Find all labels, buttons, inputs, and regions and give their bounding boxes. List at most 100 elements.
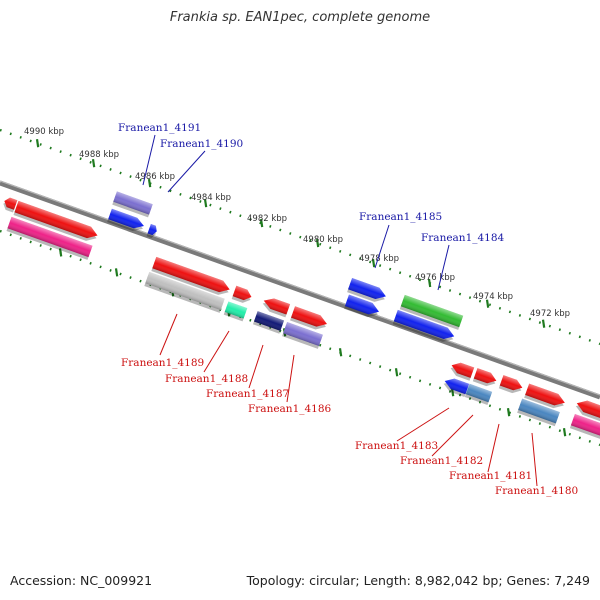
feature-4183-shade: [444, 378, 470, 395]
gene-label-4183[interactable]: Franean1_4183: [355, 440, 438, 452]
lower-scale-track-major-tick: [338, 348, 343, 357]
feature-4187[interactable]: [252, 311, 285, 334]
map-title: Frankia sp. EAN1pec, complete genome: [169, 10, 431, 25]
feature-blue-2[interactable]: [343, 294, 381, 321]
upper-scale-track-major-tick: [485, 299, 490, 308]
feature-pink-2-shade: [570, 413, 600, 437]
lower-scale-track-major-tick: [506, 408, 511, 417]
feature-4185[interactable]: [347, 277, 388, 305]
feature-red-8[interactable]: [498, 375, 524, 396]
lower-gene-labels: Franean1_4189 Franean1_4188 Franean1_418…: [121, 357, 578, 497]
gene-label-4184[interactable]: Franean1_4184: [421, 232, 505, 244]
tick-label-4974: 4974 kbp: [473, 292, 513, 302]
feature-red-6-shade: [451, 362, 475, 378]
feature-pink-1-shade: [7, 216, 93, 258]
upper-scale-track-major-tick: [259, 218, 264, 228]
feature-4180-shade: [518, 398, 560, 424]
feature-blue-2-shade: [344, 294, 380, 315]
feature-red-5[interactable]: [290, 306, 329, 332]
upper-scale-track-major-tick: [371, 258, 376, 268]
feature-red-1[interactable]: [13, 200, 99, 244]
gene-label-4190[interactable]: Franean1_4190: [160, 138, 243, 150]
feature-4187-shade: [253, 311, 285, 331]
feature-4184[interactable]: [399, 294, 464, 330]
feature-red-4-shade: [263, 298, 291, 315]
tick-label-4990: 4990 kbp: [24, 127, 64, 137]
gene-label-4188[interactable]: Franean1_4188: [165, 373, 248, 385]
gene-label-4181[interactable]: Franean1_4181: [449, 470, 532, 482]
feature-red-3[interactable]: [231, 285, 254, 305]
feature-pink-1[interactable]: [6, 216, 93, 260]
feature-blue-4190a-shade: [108, 208, 144, 229]
feature-4185-shade: [348, 277, 386, 300]
gene-label-4182[interactable]: Franean1_4182: [400, 455, 483, 467]
feature-4189[interactable]: [144, 271, 225, 313]
tick-label-4980: 4980 kbp: [303, 235, 343, 245]
genome-backbone-highlight: [0, 180, 600, 396]
feature-4181-red-shade: [525, 383, 565, 406]
tick-label-4984: 4984 kbp: [191, 193, 231, 203]
feature-4188[interactable]: [223, 301, 248, 322]
upper-scale-track: [0, 128, 600, 346]
feature-red-5-shade: [291, 306, 327, 327]
gene-label-4186[interactable]: Franean1_4186: [248, 403, 332, 415]
feature-pink-2[interactable]: [569, 413, 600, 439]
lower-callout-lines: [159, 313, 538, 487]
gene-label-4189[interactable]: Franean1_4189: [121, 357, 204, 369]
upper-callout-lines: [142, 134, 450, 291]
feature-4181-red[interactable]: [524, 383, 567, 412]
feature-4186-shade: [283, 321, 323, 347]
feature-4191[interactable]: [112, 191, 153, 218]
gene-features: [2, 191, 600, 439]
feature-4186[interactable]: [282, 321, 323, 349]
tick-label-4978: 4978 kbp: [359, 254, 399, 264]
feature-red-2-shade: [152, 256, 230, 293]
feature-blue-4190a[interactable]: [107, 208, 146, 234]
gene-label-4185[interactable]: Franean1_4185: [359, 211, 442, 223]
feature-red-4[interactable]: [261, 295, 291, 318]
kbp-tick-labels: 4990 kbp 4988 kbp 4986 kbp 4984 kbp 4982…: [24, 127, 570, 319]
genome-backbone: [0, 180, 600, 400]
feature-red-6[interactable]: [449, 360, 475, 381]
tick-label-4972: 4972 kbp: [530, 309, 570, 319]
feature-red-9[interactable]: [574, 398, 600, 422]
upper-scale-track-major-tick: [203, 198, 208, 208]
feature-4180[interactable]: [517, 398, 560, 427]
feature-4182-shade: [465, 383, 493, 403]
lower-scale-track-major-tick: [58, 248, 63, 257]
tick-label-4986: 4986 kbp: [135, 172, 175, 182]
feature-blue-3[interactable]: [392, 309, 456, 345]
accession-text: Accession: NC_009921: [10, 573, 153, 588]
feature-red-8-shade: [499, 375, 523, 391]
upper-scale-track-major-tick: [147, 178, 152, 188]
gene-label-4187[interactable]: Franean1_4187: [206, 388, 289, 400]
feature-blue-4190b[interactable]: [146, 223, 159, 239]
feature-red-small-left-shade: [4, 197, 18, 210]
feature-red-9-shade: [576, 400, 600, 419]
feature-4184-shade: [400, 294, 464, 328]
feature-blue-4190b-shade: [147, 223, 157, 236]
feature-4191-shade: [113, 191, 153, 215]
lower-scale-track-major-tick: [450, 388, 455, 397]
feature-4189-shade: [145, 271, 225, 311]
feature-red-7[interactable]: [472, 368, 498, 389]
upper-scale-track-major-tick: [541, 319, 546, 328]
feature-red-1-shade: [14, 200, 98, 239]
feature-red-2[interactable]: [151, 256, 231, 298]
lower-scale-track-major-tick: [562, 427, 567, 437]
feature-red-3-shade: [232, 285, 252, 301]
feature-red-7-shade: [473, 368, 497, 384]
gene-label-4191[interactable]: Franean1_4191: [118, 122, 201, 134]
feature-4183[interactable]: [442, 376, 470, 398]
genome-summary-text: Topology: circular; Length: 8,982,042 bp…: [246, 573, 590, 588]
gene-label-4180[interactable]: Franean1_4180: [495, 485, 578, 497]
upper-scale-track-major-tick: [35, 139, 40, 148]
feature-red-small-left[interactable]: [2, 196, 18, 213]
upper-scale-track-major-tick: [427, 278, 432, 288]
upper-scale-track-major-tick: [91, 159, 96, 168]
feature-4182[interactable]: [464, 383, 493, 406]
tick-label-4988: 4988 kbp: [79, 150, 119, 160]
tick-label-4982: 4982 kbp: [247, 214, 287, 224]
